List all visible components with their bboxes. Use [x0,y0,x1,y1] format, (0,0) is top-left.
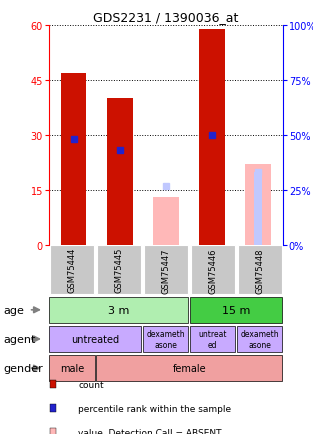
Text: 15 m: 15 m [222,305,250,315]
Bar [254,172,262,245]
Bar [153,198,178,245]
Text: GSM75444: GSM75444 [68,247,76,293]
Title: GDS2231 / 1390036_at: GDS2231 / 1390036_at [93,10,239,23]
Text: male: male [60,363,84,373]
Bar [96,355,282,381]
Text: GSM75446: GSM75446 [208,247,217,293]
Bar [61,73,86,245]
Text: untreat
ed: untreat ed [198,329,227,349]
Text: GSM75445: GSM75445 [115,247,123,293]
Bar [97,246,141,295]
Text: dexameth
asone: dexameth asone [240,329,279,349]
Bar [238,246,282,295]
Text: percentile rank within the sample: percentile rank within the sample [78,404,231,413]
Bar [49,326,141,352]
Bar [143,326,188,352]
Text: dexameth
asone: dexameth asone [146,329,185,349]
Bar [49,297,188,323]
Text: age: age [3,305,24,315]
Text: GSM75447: GSM75447 [162,247,170,293]
Text: untreated: untreated [71,334,120,344]
Bar [245,165,271,245]
Text: female: female [172,363,206,373]
Bar [144,246,188,295]
Text: agent: agent [3,334,35,344]
Text: value, Detection Call = ABSENT: value, Detection Call = ABSENT [78,428,222,434]
Bar [107,99,132,245]
Text: 3 m: 3 m [108,305,130,315]
Bar [199,30,225,245]
Bar [190,297,282,323]
Bar [190,326,235,352]
Text: count: count [78,380,104,389]
Text: gender: gender [3,363,43,373]
Bar [237,326,282,352]
Bar [50,246,94,295]
Bar [49,355,95,381]
Bar [191,246,235,295]
Text: GSM75448: GSM75448 [255,247,264,293]
